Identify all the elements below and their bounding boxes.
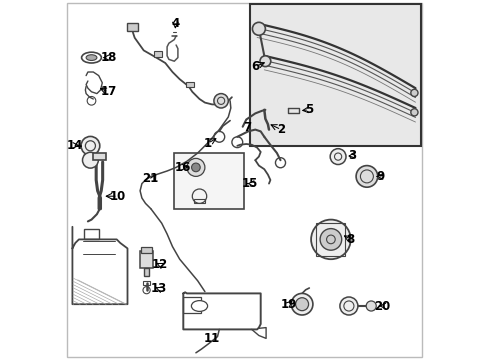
Text: 21: 21 bbox=[142, 172, 158, 185]
Circle shape bbox=[82, 152, 98, 168]
Ellipse shape bbox=[86, 55, 97, 60]
Text: 15: 15 bbox=[242, 177, 258, 190]
Text: 7: 7 bbox=[243, 121, 251, 134]
Circle shape bbox=[366, 301, 375, 311]
Text: 2: 2 bbox=[277, 123, 285, 136]
Text: 14: 14 bbox=[67, 139, 83, 152]
Bar bbox=[142, 281, 150, 285]
Text: 18: 18 bbox=[100, 51, 116, 64]
Text: 12: 12 bbox=[151, 258, 167, 271]
Circle shape bbox=[186, 158, 204, 176]
Circle shape bbox=[295, 298, 308, 311]
Text: 4: 4 bbox=[171, 17, 179, 30]
Circle shape bbox=[81, 136, 100, 155]
Bar bbox=[141, 247, 152, 253]
Bar bbox=[186, 82, 194, 87]
Bar bbox=[153, 51, 162, 57]
Bar bbox=[316, 223, 345, 256]
Circle shape bbox=[355, 166, 377, 187]
Bar bbox=[127, 23, 137, 31]
Circle shape bbox=[310, 220, 350, 259]
Circle shape bbox=[260, 56, 270, 67]
Text: 10: 10 bbox=[109, 190, 125, 203]
Circle shape bbox=[213, 94, 228, 108]
Bar bbox=[84, 229, 99, 239]
Circle shape bbox=[329, 149, 346, 165]
Bar bbox=[92, 153, 105, 160]
Bar bbox=[143, 268, 149, 276]
Bar bbox=[249, 4, 420, 146]
Text: 1: 1 bbox=[203, 137, 211, 150]
Circle shape bbox=[410, 109, 417, 116]
Text: 19: 19 bbox=[280, 298, 296, 311]
Text: 16: 16 bbox=[175, 161, 191, 174]
Bar bbox=[174, 153, 244, 209]
Text: 11: 11 bbox=[203, 332, 220, 345]
Text: 8: 8 bbox=[346, 233, 354, 246]
Text: 9: 9 bbox=[376, 170, 384, 183]
Circle shape bbox=[339, 297, 357, 315]
Text: 5: 5 bbox=[305, 103, 313, 116]
Circle shape bbox=[410, 89, 417, 96]
Ellipse shape bbox=[81, 52, 101, 63]
Circle shape bbox=[191, 163, 200, 172]
Bar bbox=[194, 199, 204, 203]
Text: 6: 6 bbox=[251, 60, 259, 73]
Circle shape bbox=[320, 229, 341, 250]
Text: 17: 17 bbox=[100, 85, 116, 98]
Circle shape bbox=[291, 293, 312, 315]
Text: 20: 20 bbox=[373, 300, 389, 312]
Text: 3: 3 bbox=[348, 149, 356, 162]
Circle shape bbox=[252, 22, 265, 35]
Bar bbox=[183, 297, 201, 313]
Bar bbox=[140, 251, 153, 268]
Text: 13: 13 bbox=[150, 282, 166, 295]
Ellipse shape bbox=[191, 301, 207, 311]
